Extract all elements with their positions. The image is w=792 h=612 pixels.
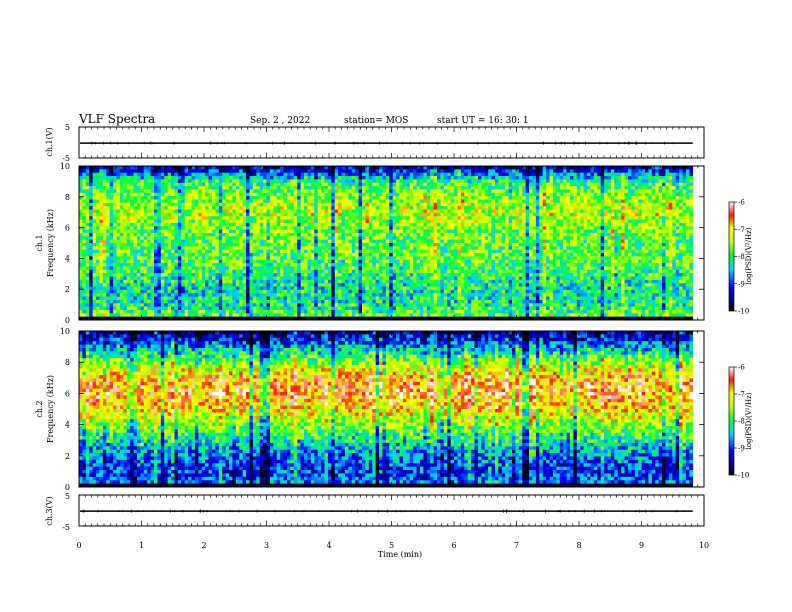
- figure-title: VLF Spectra: [78, 112, 155, 126]
- colorbar-tick-label: -7: [738, 226, 745, 234]
- date-label: Sep. 2 , 2022: [250, 116, 310, 126]
- x-tick-label: 6: [451, 541, 456, 550]
- x-tick-label: 8: [576, 541, 581, 550]
- ch1-waveform-trace: [80, 141, 693, 145]
- x-tick-label: 7: [514, 541, 519, 550]
- spec1-ytick-label: 10: [60, 162, 70, 171]
- spec2-ytick-label: 6: [65, 389, 70, 398]
- ch1-waveform-panel: 5 -5 ch.1(V): [45, 123, 704, 163]
- ch3-ytick-top: 5: [65, 492, 70, 501]
- x-tick-label: 1: [139, 541, 144, 550]
- ch1-colorbar: -6 -7 -8 -9 -10 log(PSD)(V²/Hz): [729, 199, 753, 316]
- spec1-ytick-label: 8: [65, 193, 70, 202]
- ch3-ytick-bottom: -5: [62, 523, 70, 532]
- ch2-colorbar-label: log(PSD)(V²/Hz): [745, 392, 753, 449]
- ch1-colorbar-label: log(PSD)(V²/Hz): [745, 227, 753, 284]
- colorbar-tick-label: -6: [738, 364, 745, 372]
- ch3-waveform-trace: [80, 509, 693, 513]
- ch3-waveform-panel: 5 -5 ch.3(V): [45, 492, 704, 532]
- ch2-colorbar: -6 -7 -8 -9 -10 log(PSD)(V²/Hz): [729, 364, 753, 480]
- x-tick-label: 2: [201, 541, 206, 550]
- ch1-ytick-top: 5: [65, 123, 70, 132]
- ch1-spectrogram-panel: 0 2 4 6 8 10 ch.1 Frequency (kHz): [35, 162, 704, 325]
- spec1-ytick-label: 4: [65, 254, 70, 263]
- x-tick-label: 3: [264, 541, 269, 550]
- spec2-ytick-label: 2: [65, 452, 70, 461]
- x-tick-label: 9: [639, 541, 644, 550]
- spec1-ytick-label: 6: [65, 224, 70, 233]
- ch1-spectrogram-image: [79, 166, 693, 320]
- ch2-spectrogram-ylabel-channel: ch.2: [35, 400, 44, 417]
- colorbar-tick-label: -6: [738, 199, 745, 207]
- ch2-spectrogram-ylabel-frequency: Frequency (kHz): [46, 375, 55, 443]
- ch1-spectrogram-ylabel-frequency: Frequency (kHz): [46, 209, 55, 277]
- ch3-waveform-ylabel: ch.3(V): [45, 496, 54, 525]
- spec1-ytick-label: 0: [65, 316, 70, 325]
- x-tick-label: 4: [326, 541, 331, 550]
- x-axis-label: Time (min): [378, 550, 422, 559]
- spec1-ytick-label: 2: [65, 285, 70, 294]
- start-time-label: start UT = 16: 30: 1: [437, 116, 529, 126]
- spec2-ytick-label: 10: [60, 327, 70, 336]
- colorbar-tick-label: -10: [738, 472, 749, 480]
- colorbar-tick-label: -9: [738, 280, 745, 288]
- spec2-ytick-label: 0: [65, 483, 70, 492]
- colorbar-tick-label: -7: [738, 391, 745, 399]
- spec2-ytick-label: 8: [65, 358, 70, 367]
- station-label: station= MOS: [344, 116, 408, 126]
- ch2-spectrogram-panel: 0 2 4 6 8 10 ch.2 Frequency (kHz): [35, 327, 704, 492]
- x-tick-label: 5: [389, 541, 394, 550]
- colorbar-tick-label: -8: [738, 418, 745, 426]
- ch2-spectrogram-image: [79, 331, 693, 487]
- colorbar-tick-label: -10: [738, 308, 749, 316]
- colorbar-tick-label: -8: [738, 253, 745, 261]
- spec2-ytick-label: 4: [65, 421, 70, 430]
- ch1-waveform-ylabel: ch.1(V): [45, 127, 54, 156]
- x-tick-label: 10: [699, 541, 709, 550]
- colorbar-tick-label: -9: [738, 445, 745, 453]
- x-tick-label: 0: [76, 541, 81, 550]
- ch1-spectrogram-ylabel-channel: ch.1: [35, 234, 44, 251]
